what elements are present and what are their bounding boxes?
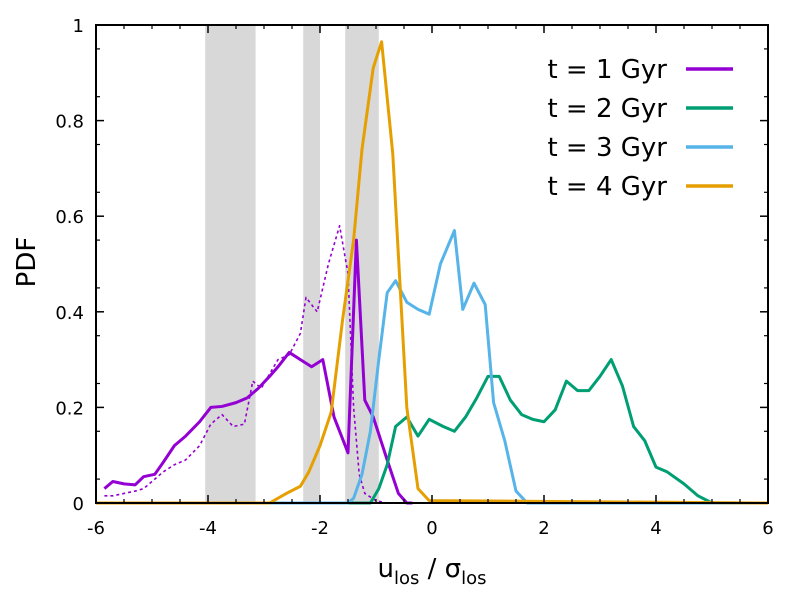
x-axis-label: ulos / σlos [377, 554, 486, 589]
legend-label: t = 2 Gyr [547, 94, 667, 124]
legend-label: t = 1 Gyr [547, 55, 667, 85]
x-label-u: u [377, 554, 393, 584]
y-tick-label: 1 [73, 16, 84, 37]
x-label-sigma-sub: los [461, 568, 486, 589]
series-line-t-4-gyr [96, 40, 769, 505]
legend-label: t = 4 Gyr [547, 172, 667, 202]
x-tick-label: -2 [311, 518, 329, 539]
tick-labels: -6 -4 -2 0 2 4 6 0 0.2 0.4 0.6 0.8 1 [55, 16, 773, 539]
y-axis-label: PDF [12, 237, 42, 288]
x-label-sep: / [419, 554, 444, 584]
y-tick-label: 0 [73, 494, 84, 515]
shaded-band-1 [205, 25, 256, 503]
x-tick-label: -4 [199, 518, 217, 539]
y-tick-label: 0.2 [55, 398, 84, 419]
legend: t = 1 Gyr t = 2 Gyr t = 3 Gyr t = 4 Gyr [547, 55, 733, 202]
plot-frame [95, 24, 769, 504]
series-line-t-1-gyr [103, 238, 413, 505]
legend-label: t = 3 Gyr [547, 133, 667, 163]
series-line-t-2-gyr [96, 358, 768, 505]
shaded-band-2 [303, 25, 320, 503]
series-line-t-3-gyr [96, 229, 768, 505]
y-tick-label: 0.8 [55, 112, 84, 133]
y-tick-label: 0.6 [55, 207, 84, 228]
x-tick-label: 2 [538, 518, 549, 539]
y-tick-label: 0.4 [55, 303, 84, 324]
x-label-sigma: σ [445, 554, 461, 584]
x-tick-label: 0 [426, 518, 437, 539]
x-tick-label: -6 [87, 518, 105, 539]
shaded-bands [205, 25, 379, 503]
x-label-u-sub: los [394, 568, 419, 589]
x-tick-label: 4 [650, 518, 661, 539]
series-line-t-1-gyr-dotted [104, 224, 407, 504]
x-tick-label: 6 [762, 518, 773, 539]
